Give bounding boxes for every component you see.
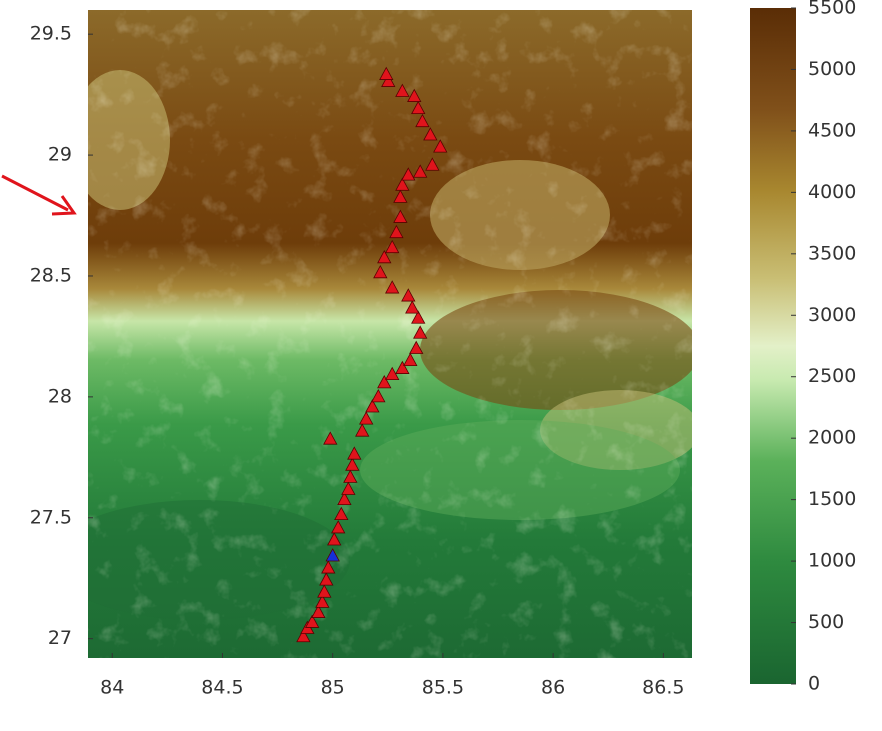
station xyxy=(359,411,374,425)
station xyxy=(377,249,392,264)
station xyxy=(425,157,440,171)
station xyxy=(395,83,410,97)
station xyxy=(355,423,370,437)
station xyxy=(347,446,362,460)
colorbar-tick-label: 1000 xyxy=(808,550,856,572)
station xyxy=(413,325,428,339)
station xyxy=(411,100,426,115)
station xyxy=(401,167,416,181)
station xyxy=(331,520,346,534)
station xyxy=(395,360,410,374)
station xyxy=(323,431,338,445)
station xyxy=(433,139,448,153)
colorbar-tick-label: 4500 xyxy=(808,119,856,141)
colorbar-tick-label: 3000 xyxy=(808,304,856,326)
arrow-annotation xyxy=(1,174,77,216)
station xyxy=(385,280,400,294)
x-tick-label: 86.5 xyxy=(642,677,684,699)
colorbar-tick-label: 2500 xyxy=(808,365,856,387)
y-tick-label: 27 xyxy=(48,627,72,649)
station xyxy=(296,628,311,643)
y-tick-label: 28 xyxy=(48,385,72,407)
y-tick-label: 28.5 xyxy=(30,264,72,286)
x-tick-label: 86 xyxy=(541,677,565,699)
station xyxy=(377,375,392,389)
station xyxy=(393,189,408,203)
station xyxy=(319,572,334,586)
x-tick-label: 85.5 xyxy=(422,677,464,699)
station xyxy=(317,584,332,598)
station xyxy=(413,164,428,178)
x-tick-label: 84 xyxy=(100,677,124,699)
station xyxy=(395,177,410,191)
elevation-raster xyxy=(88,10,692,658)
station xyxy=(381,73,396,87)
station xyxy=(345,457,360,471)
y-tick-label: 29 xyxy=(48,144,72,166)
station xyxy=(385,239,400,254)
colorbar-tick-label: 2000 xyxy=(808,427,856,449)
colorbar-tick-label: 0 xyxy=(808,673,820,695)
station xyxy=(337,491,352,506)
station xyxy=(409,340,424,354)
colorbar-tick-label: 4000 xyxy=(808,181,856,203)
colorbar-tick-label: 3500 xyxy=(808,242,856,264)
colorbar-tick-label: 5500 xyxy=(808,0,856,19)
station xyxy=(373,264,388,279)
station xyxy=(403,352,418,366)
colorbar xyxy=(750,8,796,684)
colorbar-tick-label: 5000 xyxy=(808,58,856,80)
station xyxy=(341,481,356,495)
station xyxy=(379,66,394,80)
x-tick-label: 85 xyxy=(321,677,345,699)
station xyxy=(305,614,320,628)
station xyxy=(311,604,326,618)
y-tick-label: 27.5 xyxy=(30,506,72,528)
reference-station xyxy=(325,548,340,562)
station xyxy=(321,560,336,574)
station xyxy=(343,469,358,483)
station xyxy=(393,209,408,223)
colorbar-tick-label: 500 xyxy=(808,611,844,633)
station xyxy=(389,224,404,239)
station xyxy=(423,127,438,141)
station xyxy=(401,288,416,302)
station xyxy=(365,399,380,413)
station xyxy=(411,310,426,324)
station xyxy=(405,300,420,314)
y-tick-label: 29.5 xyxy=(30,23,72,45)
station xyxy=(334,506,349,521)
station xyxy=(407,88,422,102)
station xyxy=(371,389,386,403)
x-tick-label: 84.5 xyxy=(201,677,243,699)
colorbar-tick-label: 1500 xyxy=(808,488,856,510)
station xyxy=(327,532,342,546)
station xyxy=(315,594,330,608)
station xyxy=(415,113,430,128)
